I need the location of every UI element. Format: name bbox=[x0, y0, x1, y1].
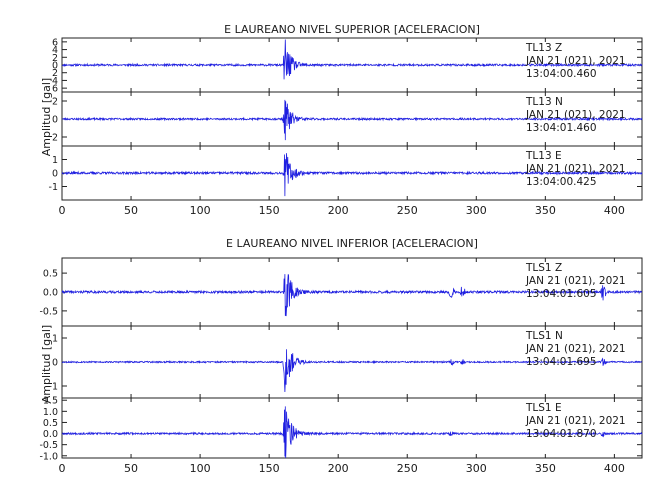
x-tick-label: 400 bbox=[604, 204, 625, 217]
x-tick-label: 200 bbox=[328, 204, 349, 217]
x-tick-label: 250 bbox=[397, 462, 418, 475]
y-axis-label: Amplitud [gal] bbox=[40, 325, 53, 403]
x-tick-label: 50 bbox=[124, 462, 138, 475]
trace-time: 13:04:01.695 bbox=[526, 356, 597, 368]
trace-label: TL13 Z bbox=[525, 42, 562, 54]
trace-label: TLS1 Z bbox=[525, 262, 562, 274]
waveform-tls1-z bbox=[61, 274, 643, 317]
x-tick-label: 0 bbox=[59, 462, 66, 475]
trace-date: JAN 21 (021), 2021 bbox=[525, 163, 626, 175]
y-tick-label: 4 bbox=[52, 76, 58, 87]
x-tick-label: 350 bbox=[535, 462, 556, 475]
y-axis-label: Amplitud [gal] bbox=[40, 78, 53, 156]
trace-label: TLS1 N bbox=[525, 330, 563, 342]
trace-date: JAN 21 (021), 2021 bbox=[525, 415, 626, 427]
trace-label: TLS1 E bbox=[525, 402, 562, 414]
x-tick-label: 150 bbox=[259, 204, 280, 217]
y-tick-label: 2 bbox=[52, 53, 58, 64]
x-tick-label: 200 bbox=[328, 462, 349, 475]
y-tick-label: 6 bbox=[52, 37, 58, 48]
waveform-tl13-e bbox=[61, 153, 643, 197]
panel-frame bbox=[61, 397, 643, 459]
y-tick-label: -1.0 bbox=[39, 451, 58, 462]
x-tick-label: 150 bbox=[259, 462, 280, 475]
x-tick-label: 50 bbox=[124, 204, 138, 217]
y-tick-label: 0.0 bbox=[43, 288, 58, 299]
trace-time: 13:04:01.605 bbox=[526, 288, 597, 300]
trace-date: JAN 21 (021), 2021 bbox=[525, 275, 626, 287]
x-tick-label: 350 bbox=[535, 204, 556, 217]
y-tick-label: 1 bbox=[52, 334, 58, 345]
y-tick-label: -1 bbox=[49, 182, 58, 193]
x-tick-label: 100 bbox=[190, 462, 211, 475]
y-tick-label: -0.5 bbox=[39, 306, 58, 317]
x-tick-label: 0 bbox=[59, 204, 66, 217]
x-tick-label: 250 bbox=[397, 204, 418, 217]
y-tick-label: 0.5 bbox=[43, 269, 58, 280]
y-tick-label: 1.5 bbox=[43, 396, 58, 407]
waveform-tl13-z bbox=[61, 39, 643, 80]
x-tick-label: 400 bbox=[604, 462, 625, 475]
trace-label: TL13 N bbox=[525, 96, 563, 108]
y-tick-label: -0.5 bbox=[39, 440, 58, 451]
y-tick-label: 0 bbox=[52, 169, 58, 180]
chart-title: E LAUREANO NIVEL SUPERIOR [ACELERACION] bbox=[224, 23, 480, 36]
trace-time: 13:04:00.460 bbox=[526, 68, 597, 80]
waveform-tl13-n bbox=[61, 99, 643, 141]
y-tick-label: 1 bbox=[52, 155, 58, 166]
y-tick-label: 0.0 bbox=[43, 429, 58, 440]
waveform-tls1-n bbox=[61, 349, 643, 392]
chart-title: E LAUREANO NIVEL INFERIOR [ACELERACION] bbox=[226, 237, 478, 250]
y-tick-label: 0 bbox=[52, 358, 58, 369]
y-tick-label: 4 bbox=[52, 45, 58, 56]
y-tick-label: 0 bbox=[52, 115, 58, 126]
x-tick-label: 300 bbox=[466, 462, 487, 475]
trace-date: JAN 21 (021), 2021 bbox=[525, 55, 626, 67]
y-tick-label: 2 bbox=[52, 68, 58, 79]
y-tick-label: 2 bbox=[52, 133, 58, 144]
trace-time: 13:04:01.870 bbox=[526, 428, 597, 440]
y-tick-label: 1.0 bbox=[43, 407, 58, 418]
trace-date: JAN 21 (021), 2021 bbox=[525, 109, 626, 121]
trace-label: TL13 E bbox=[525, 150, 562, 162]
y-tick-label: 6 bbox=[52, 84, 58, 95]
y-tick-label: -1 bbox=[49, 382, 58, 393]
y-tick-label: 0.5 bbox=[43, 418, 58, 429]
trace-date: JAN 21 (021), 2021 bbox=[525, 343, 626, 355]
y-tick-label: 2 bbox=[52, 97, 58, 108]
x-tick-label: 100 bbox=[190, 204, 211, 217]
trace-time: 13:04:01.460 bbox=[526, 122, 597, 134]
y-tick-label: 0 bbox=[52, 61, 58, 72]
waveform-tls1-e bbox=[61, 406, 643, 459]
trace-time: 13:04:00.425 bbox=[526, 176, 597, 188]
x-tick-label: 300 bbox=[466, 204, 487, 217]
